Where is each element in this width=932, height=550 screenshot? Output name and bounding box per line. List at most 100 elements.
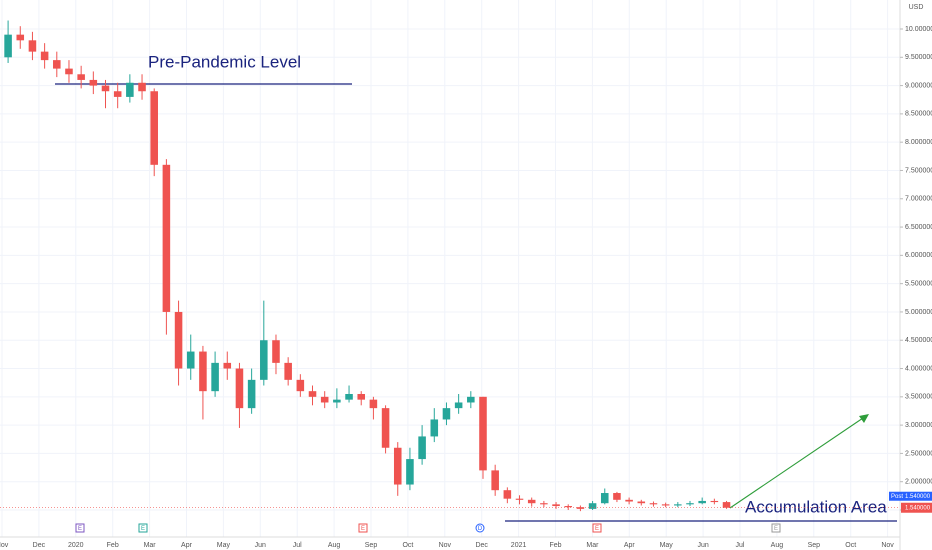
candle-body (649, 503, 658, 505)
candle-body (4, 34, 12, 58)
post-tag-bg (889, 491, 932, 501)
candle-body (211, 362, 219, 392)
x-tick-label: Feb (107, 542, 119, 549)
candle-body (588, 503, 597, 509)
x-tick-label: May (217, 542, 231, 549)
candle-body (600, 493, 609, 504)
x-tick-label: Sep (808, 542, 821, 549)
candle-body (320, 396, 329, 403)
candle-body (418, 436, 426, 460)
x-tick-label: May (660, 542, 674, 549)
event-label: E (78, 526, 82, 532)
candle-body (454, 402, 463, 409)
candle-body (223, 362, 232, 369)
x-tick-label: Aug (328, 542, 341, 549)
candle-body (527, 499, 536, 504)
candle-body (698, 500, 706, 504)
candle-body (333, 399, 341, 403)
candle-body (564, 506, 573, 508)
candle-body (479, 396, 487, 471)
candle-body (53, 60, 61, 69)
candle-body (162, 164, 171, 312)
candle-body (186, 351, 195, 369)
y-tick-label: 5.500000 (905, 280, 932, 287)
y-tick-label: 4.000000 (905, 365, 932, 372)
candle-body (503, 490, 512, 499)
x-tick-label: Oct (845, 542, 856, 549)
candle-body (235, 368, 244, 409)
candle-body (150, 91, 158, 165)
post-price: 1.540000 (905, 494, 931, 500)
x-tick-label: Mar (586, 542, 599, 549)
x-tick-label: Jul (736, 542, 745, 549)
event-label: E (361, 526, 365, 532)
candle-body (576, 507, 585, 509)
y-tick-label: 2.500000 (905, 450, 932, 457)
x-tick-label: Mar (144, 542, 157, 549)
x-tick-label: Nov (881, 542, 894, 549)
candle-body (625, 499, 633, 502)
x-tick-label: Nov (0, 542, 9, 549)
candle-body (357, 393, 365, 400)
y-tick-label: 6.000000 (905, 252, 932, 259)
candle-body (467, 396, 475, 403)
event-label: E (595, 526, 599, 532)
candle-body (686, 503, 694, 505)
currency-label: USD (909, 4, 924, 11)
candle-body (381, 408, 390, 448)
candle-body (637, 501, 646, 504)
candle-body (65, 68, 73, 75)
last-price-tag: 1.540000 (905, 505, 931, 511)
x-tick-label: Jul (293, 542, 302, 549)
y-tick-label: 10.000000 (905, 26, 932, 33)
candle-body (77, 74, 85, 80)
candle-body (138, 82, 146, 92)
x-tick-label: 2020 (68, 542, 84, 549)
x-tick-label: Nov (439, 542, 452, 549)
last-price-tag-bg (901, 502, 932, 513)
y-tick-label: 5.000000 (905, 309, 932, 316)
event-icon (771, 523, 781, 533)
arrow-head (859, 414, 869, 423)
candle-body (552, 504, 560, 507)
x-tick-label: Dec (475, 542, 488, 549)
x-tick-label: Dec (33, 542, 46, 549)
y-tick-label: 9.500000 (905, 54, 932, 61)
candle-body (89, 79, 98, 86)
x-tick-label: Sep (365, 542, 378, 549)
x-tick-label: Apr (624, 542, 636, 549)
candle-body (101, 85, 110, 92)
candle-body (710, 500, 719, 503)
candle-body (491, 470, 499, 491)
y-tick-label: 8.000000 (905, 139, 932, 146)
candle-body (613, 493, 621, 500)
candle-body (722, 502, 731, 508)
candle-body (406, 459, 414, 485)
post-tag: Post (891, 494, 903, 500)
candle-body (296, 379, 305, 392)
candle-body (40, 51, 49, 61)
y-tick-label: 6.500000 (905, 224, 932, 231)
candle-body (272, 340, 280, 363)
event-label: E (141, 526, 145, 532)
candle-body (442, 408, 451, 420)
candle-body (174, 311, 183, 369)
candle-body (430, 419, 439, 437)
annotation: Pre-Pandemic Level (148, 52, 301, 71)
y-tick-label: 2.000000 (905, 479, 932, 486)
candle-body (284, 362, 292, 380)
candle-body (369, 399, 378, 409)
candle-body (126, 82, 134, 97)
candle-body (345, 393, 353, 400)
event-icon (75, 523, 85, 533)
event-icon (475, 523, 485, 533)
y-tick-label: 4.500000 (905, 337, 932, 344)
y-tick-label: 3.500000 (905, 394, 932, 401)
candle-body (515, 498, 524, 500)
candle-body (260, 340, 268, 380)
x-tick-label: 2021 (511, 542, 527, 549)
candle-body (540, 503, 548, 505)
event-icon (358, 523, 368, 533)
